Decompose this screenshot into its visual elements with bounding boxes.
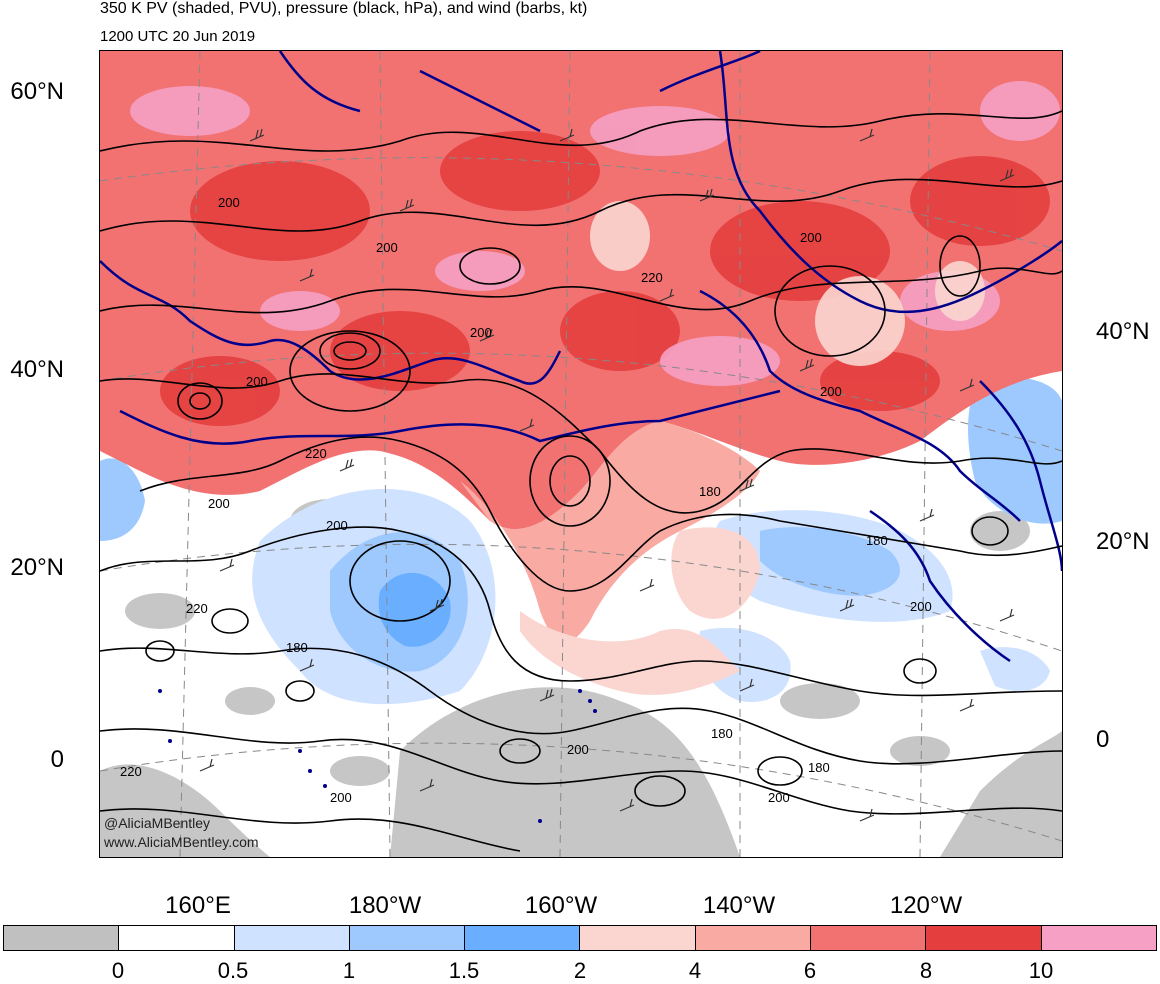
contour-label: 180: [711, 726, 733, 741]
contour-label: 200: [820, 384, 842, 399]
lat-label-left: 60°N: [10, 78, 64, 105]
valid-time: 1200 UTC 20 Jun 2019: [100, 28, 256, 45]
colorbar-cell: [1041, 926, 1156, 950]
colorbar-cell: [234, 926, 350, 950]
lon-label: 120°W: [889, 892, 963, 919]
contour-label: 200: [910, 599, 932, 614]
pv-blue-region: [100, 377, 1062, 705]
contour-label: 180: [808, 760, 830, 775]
contour-label: 200: [330, 790, 352, 805]
contour-label: 200: [567, 742, 589, 757]
pv-low-region: [100, 499, 1062, 857]
colorbar-tick-label: 4: [688, 958, 702, 983]
colorbar-cell: [580, 926, 696, 950]
colorbar-tick-label: 1.5: [448, 958, 480, 983]
contour-label: 200: [470, 325, 492, 340]
colorbar-cell: [695, 926, 812, 950]
contour-labels: 200 200 200 200 220 200 200 220 200 200 …: [120, 195, 932, 805]
colorbar-tick-label: 1: [342, 958, 356, 983]
contour-label: 200: [768, 790, 790, 805]
colorbar-tick-label: 8: [919, 958, 933, 983]
contour-label: 200: [208, 496, 230, 511]
wind-barbs: [199, 128, 1015, 822]
coastlines: [100, 51, 1062, 663]
watermark-url: www.AliciaMBentley.com: [104, 834, 259, 850]
contour-label: 220: [641, 270, 663, 285]
lon-label: 160°E: [165, 892, 231, 919]
colorbar-cell: [349, 926, 466, 950]
watermark-handle: @AliciaMBentley: [104, 815, 211, 831]
lon-label: 140°W: [702, 892, 776, 919]
colorbar-tick-label: 0.5: [217, 958, 249, 983]
graticule: [100, 51, 1062, 857]
colorbar-cell: [4, 926, 120, 950]
colorbar-tick-label: 6: [803, 958, 817, 983]
lon-label: 180°W: [348, 892, 422, 919]
colorbar-tick-label: 0: [111, 958, 125, 983]
contour-label: 200: [326, 518, 348, 533]
colorbar-tick-label: 10: [1028, 958, 1054, 983]
contour-label: 200: [218, 195, 240, 210]
pv-map: 200 200 200 200 220 200 200 220 200 200 …: [100, 51, 1062, 857]
contour-label: 180: [699, 484, 721, 499]
colorbar-tick-label: 2: [573, 958, 587, 983]
colorbar-cell: [926, 926, 1042, 950]
contour-label: 200: [246, 374, 268, 389]
map-panel: 200 200 200 200 220 200 200 220 200 200 …: [99, 50, 1063, 858]
lat-label-left: 20°N: [10, 554, 64, 581]
island-dots: [158, 689, 597, 823]
contour-label: 180: [286, 640, 308, 655]
lat-label-left: 40°N: [10, 356, 64, 383]
colorbar-cell: [119, 926, 235, 950]
contour-label: 220: [305, 446, 327, 461]
lat-label-right: 20°N: [1096, 528, 1150, 555]
lat-label-right: 0: [1096, 726, 1110, 753]
lat-label-right: 40°N: [1096, 318, 1150, 345]
contour-label: 200: [800, 230, 822, 245]
contour-label: 220: [120, 764, 142, 779]
pressure-contours: [100, 110, 1062, 852]
lon-label: 160°W: [524, 892, 598, 919]
map-title: 350 K PV (shaded, PVU), pressure (black,…: [100, 0, 588, 17]
colorbar-cell: [811, 926, 927, 950]
contour-label: 200: [376, 240, 398, 255]
colorbar-cell: [465, 926, 581, 950]
pv-colorbar: [3, 925, 1157, 951]
pv-high-region: [100, 51, 1062, 695]
lat-label-left: 0: [50, 746, 64, 773]
contour-label: 220: [186, 601, 208, 616]
contour-label: 180: [866, 533, 888, 548]
